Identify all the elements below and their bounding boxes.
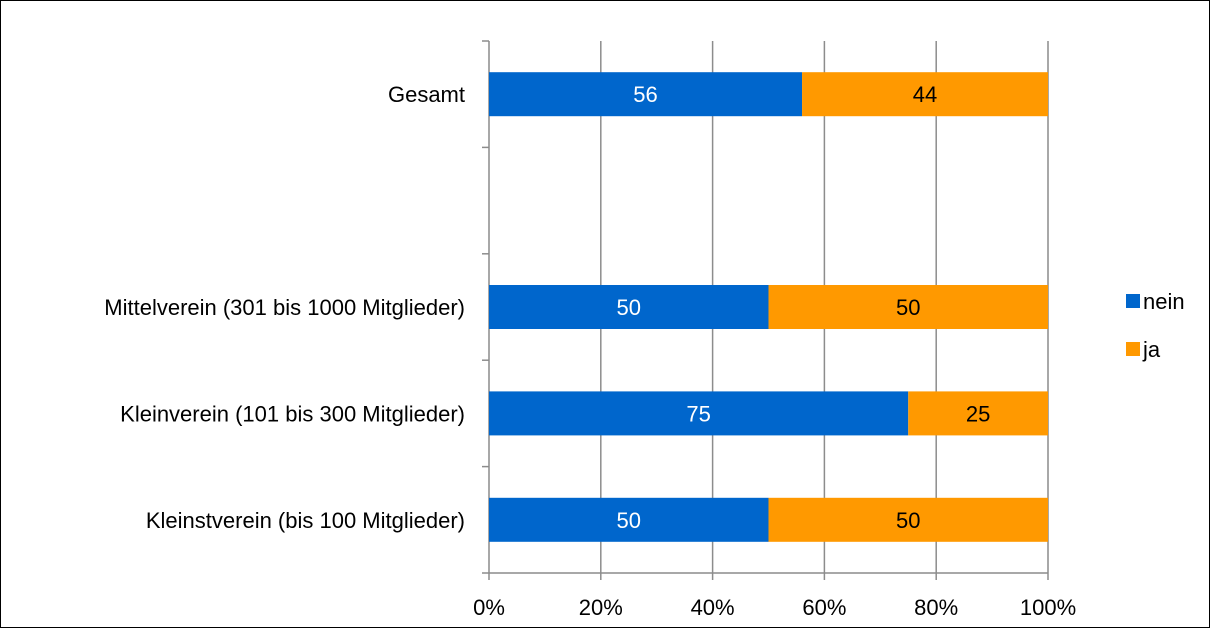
bar-nein-2 — [489, 285, 769, 329]
category-label-4: Kleinstverein (bis 100 Mitglieder) — [146, 508, 465, 533]
category-labels: Gesamt Mittelverein (301 bis 1000 Mitglie… — [104, 82, 465, 533]
bar-nein-4 — [489, 497, 769, 542]
data-label-nein-3: 75 — [686, 401, 710, 426]
bar-ja-4 — [768, 497, 1048, 542]
bar-nein-3 — [489, 391, 909, 436]
bar-ja-3 — [908, 391, 1048, 436]
x-tick-label-3: 60% — [802, 595, 846, 620]
category-label-2: Mittelverein (301 bis 1000 Mitglieder) — [104, 295, 465, 320]
data-label-ja-4: 50 — [896, 508, 920, 533]
legend-label-nein: nein — [1143, 289, 1185, 314]
category-label-0: Gesamt — [388, 82, 465, 107]
x-tick-label-5: 100% — [1020, 595, 1076, 620]
data-label-nein-4: 50 — [617, 508, 641, 533]
category-label-3: Kleinverein (101 bis 300 Mitglieder) — [120, 401, 465, 426]
data-label-nein-2: 50 — [617, 295, 641, 320]
legend-label-ja: ja — [1142, 337, 1161, 362]
x-tick-label-0: 0% — [473, 595, 505, 620]
data-label-nein-0: 56 — [633, 82, 657, 107]
legend: nein ja — [1126, 289, 1185, 362]
x-tick-labels: 0% 20% 40% 60% 80% 100% — [473, 595, 1076, 620]
bar-ja-2 — [768, 285, 1048, 329]
x-tick-label-1: 20% — [579, 595, 623, 620]
bar-ja-0 — [802, 72, 1048, 117]
x-tick-label-2: 40% — [691, 595, 735, 620]
bar-nein-0 — [489, 72, 803, 117]
data-label-ja-2: 50 — [896, 295, 920, 320]
bars: 56 44 50 50 75 25 50 50 — [489, 72, 1048, 542]
legend-swatch-nein — [1126, 294, 1140, 308]
x-tick-label-4: 80% — [914, 595, 958, 620]
data-label-ja-0: 44 — [913, 82, 937, 107]
data-label-ja-3: 25 — [966, 401, 990, 426]
legend-swatch-ja — [1126, 342, 1140, 356]
